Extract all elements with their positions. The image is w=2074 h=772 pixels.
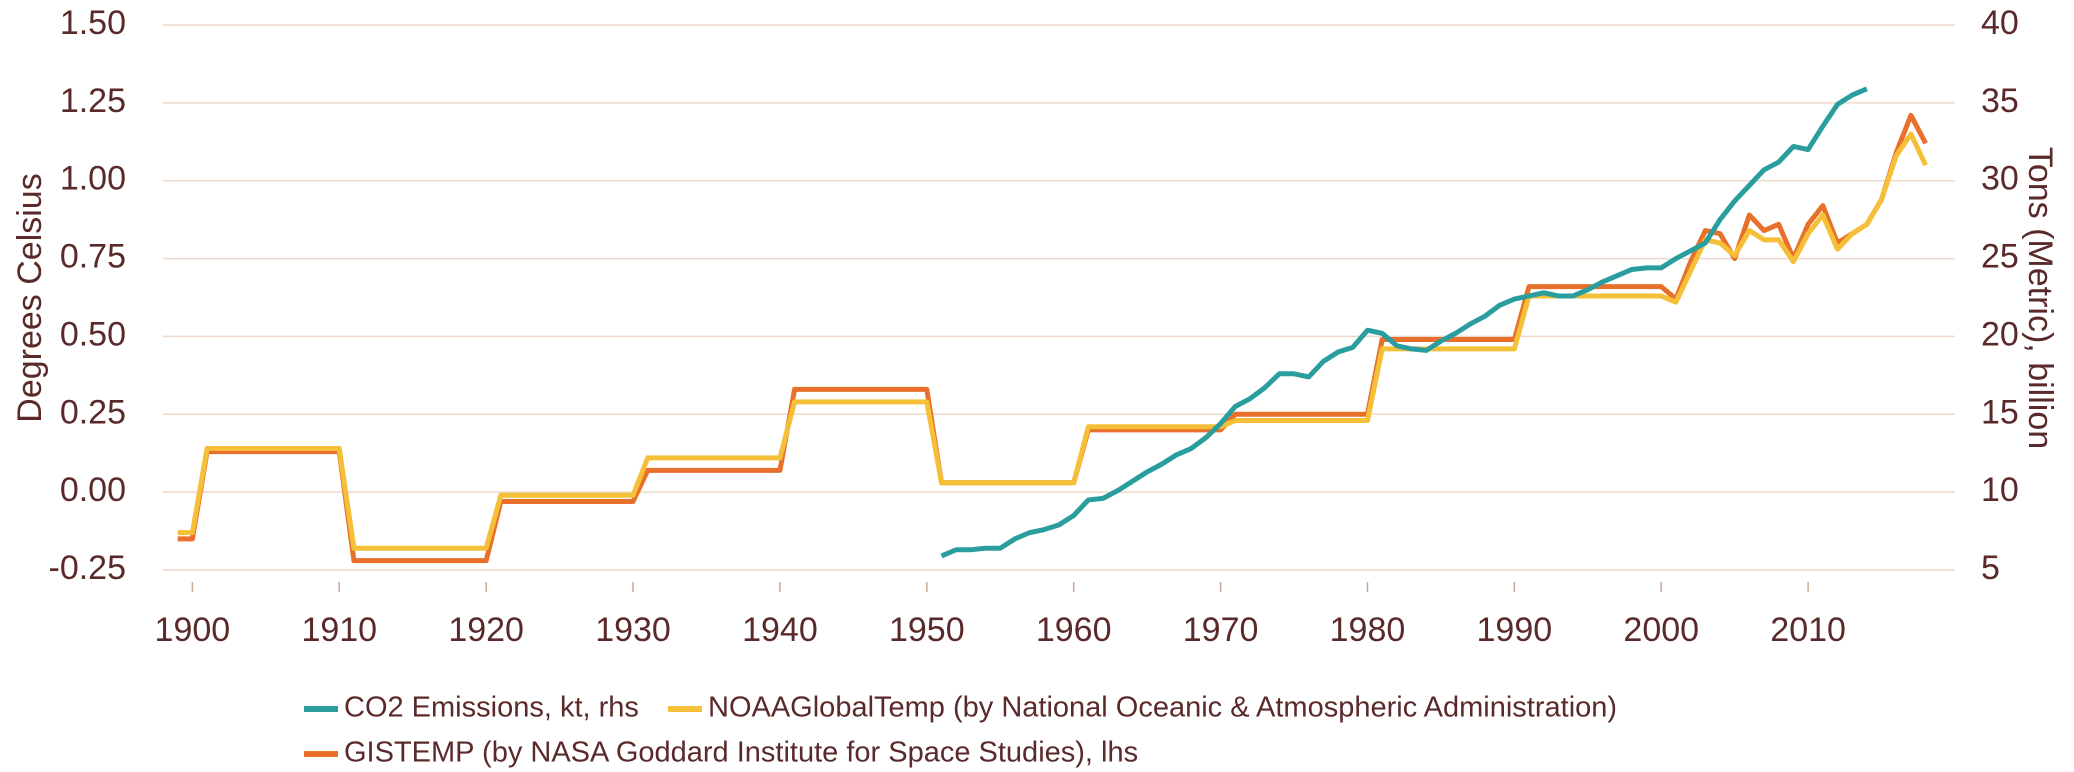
series-line [177,112,1928,564]
x-tick-label: 1920 [448,611,524,649]
y2-tick-label: 35 [1981,82,2019,120]
x-tick-label: 1900 [155,611,231,649]
x-tick-label: 2010 [1770,611,1846,649]
series-line [940,86,1868,559]
y2-tick-label: 40 [1981,4,2019,42]
y-tick-label: 1.50 [60,4,126,42]
legend-label: NOAAGlobalTemp (by National Oceanic & At… [708,692,1617,724]
y-tick-label: 1.00 [60,160,126,198]
legend-label: GISTEMP (by NASA Goddard Institute for S… [344,737,1138,769]
y2-tick-label: 5 [1981,549,2000,587]
y2-tick-label: 15 [1981,393,2019,431]
y2-axis-title: Tons (Metric), billion [2021,147,2059,449]
y2-tick-label: 30 [1981,160,2019,198]
y2-tick-label: 10 [1981,471,2019,509]
y-tick-label: 0.75 [60,238,126,276]
y-axis-title: Degrees Celsius [11,173,49,422]
x-tick-label: 1990 [1477,611,1553,649]
legend-label: CO2 Emissions, kt, rhs [344,692,639,724]
y-tick-label: 0.50 [60,315,126,353]
y-tick-label: -0.25 [49,549,127,587]
x-tick-label: 1940 [742,611,818,649]
series-line [177,131,1928,551]
y-tick-label: 0.00 [60,471,126,509]
x-tick-label: 2000 [1623,611,1699,649]
y2-tick-label: 25 [1981,238,2019,276]
x-tick-label: 1910 [301,611,377,649]
x-tick-label: 1930 [595,611,671,649]
x-tick-label: 1980 [1330,611,1406,649]
y2-tick-label: 20 [1981,315,2019,353]
y-tick-label: 0.25 [60,393,126,431]
y-tick-label: 1.25 [60,82,126,120]
x-tick-label: 1950 [889,611,965,649]
x-tick-label: 1970 [1183,611,1259,649]
x-tick-label: 1960 [1036,611,1112,649]
